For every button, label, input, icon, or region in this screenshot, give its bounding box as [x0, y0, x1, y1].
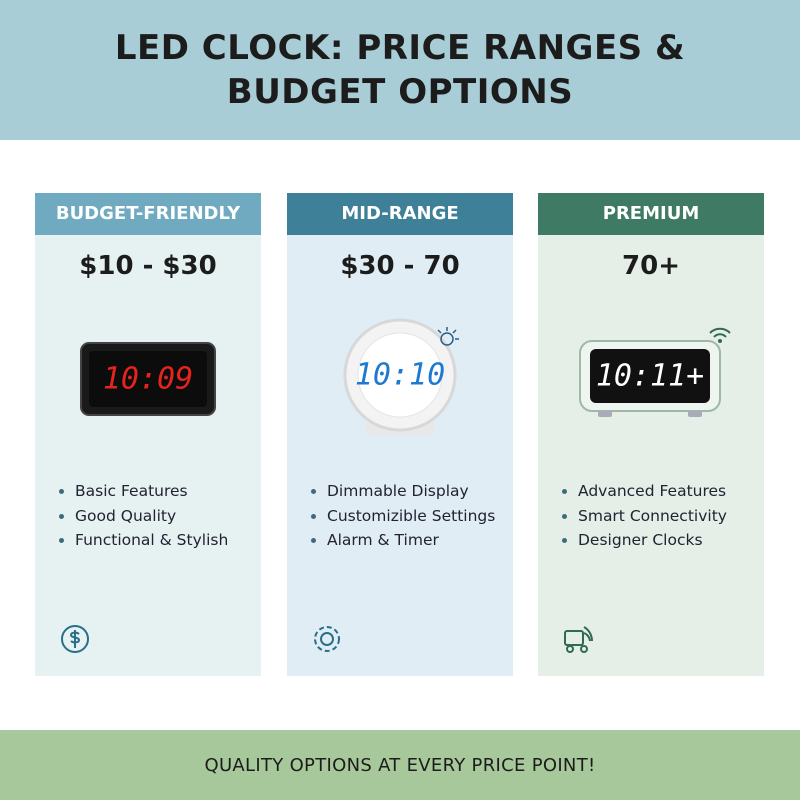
icon: [61, 625, 89, 653]
clock-display: 10:11+: [596, 359, 704, 394]
feature: Designer Clocks: [578, 528, 727, 553]
card-title: MID-RANGE: [287, 193, 513, 235]
header: LED CLOCK: PRICE RANGES & BUDGET OPTIONS: [0, 0, 800, 140]
price-card: MID-RANGE $30 - 70 10:10 Dimmable DisplayCu…: [287, 193, 513, 676]
feature: Advanced Features: [578, 479, 727, 504]
price: $10 - $30: [79, 251, 217, 281]
price: 70+: [622, 251, 680, 281]
footer-text: QUALITY OPTIONS AT EVERY PRICE POINT!: [204, 754, 596, 776]
feature-list: Basic FeaturesGood QualityFunctional & S…: [57, 479, 228, 553]
feature: Good Quality: [75, 504, 228, 529]
card-title: BUDGET-FRIENDLY: [35, 193, 261, 235]
feature-list: Advanced FeaturesSmart ConnectivityDesig…: [560, 479, 727, 553]
feature: Basic Features: [75, 479, 228, 504]
price: $30 - 70: [340, 251, 460, 281]
clock-illustration: 10:09: [80, 342, 216, 416]
feature: Functional & Stylish: [75, 528, 228, 553]
feature: Alarm & Timer: [327, 528, 495, 553]
price-card: BUDGET-FRIENDLY $10 - $30 10:09 Basic Featu…: [35, 193, 261, 676]
feature: Dimmable Display: [327, 479, 495, 504]
price-card: PREMIUM 70+ 10:11+ Advanced FeaturesSmart C…: [538, 193, 764, 676]
feature: Smart Connectivity: [578, 504, 727, 529]
clock-display: 10:09: [103, 362, 193, 397]
clock-illustration: 10:10: [343, 318, 459, 435]
feature: Customizible Settings: [327, 504, 495, 529]
title: LED CLOCK: PRICE RANGES & BUDGET OPTIONS: [114, 28, 686, 112]
clock-illustration: 10:11+: [579, 327, 731, 417]
footer: QUALITY OPTIONS AT EVERY PRICE POINT!: [0, 730, 800, 800]
icon: [314, 626, 340, 652]
icon: [564, 626, 594, 653]
card-title: PREMIUM: [538, 193, 764, 235]
clock-display: 10:10: [355, 358, 445, 393]
feature-list: Dimmable DisplayCustomizible SettingsAla…: [309, 479, 495, 553]
